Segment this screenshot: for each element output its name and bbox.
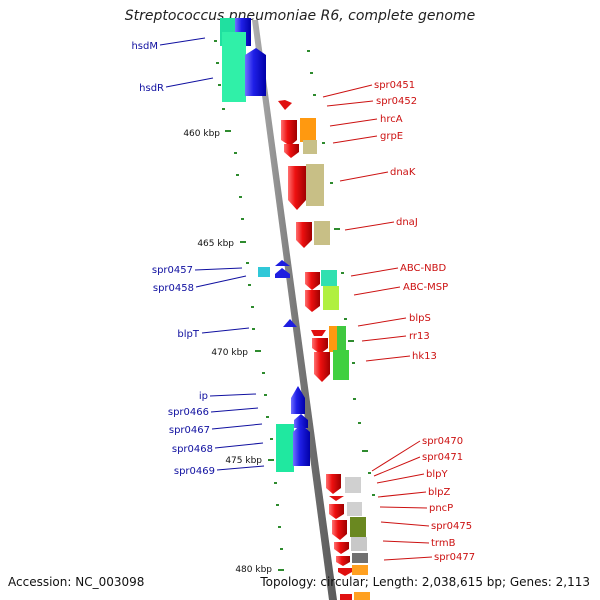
gene-label-trmB[interactable]: trmB [431, 538, 456, 549]
gene-feature[interactable] [329, 326, 337, 352]
right-gene-labels[interactable]: spr0451 spr0452 hrcA grpE dnaK dnaJ ABC-… [374, 80, 475, 563]
gene-label-pncP[interactable]: pncP [429, 503, 453, 514]
gene-feature[interactable] [347, 502, 362, 516]
right-leader-lines [322, 84, 433, 561]
gene-label-spr0467[interactable]: spr0467 [169, 425, 210, 436]
gene-label-spr0468[interactable]: spr0468 [172, 444, 213, 455]
gene-arrow-ABC-MSP[interactable] [305, 290, 320, 312]
gene-arrow-hsdR[interactable] [245, 48, 266, 96]
gene-feature[interactable] [321, 270, 337, 286]
gene-label-spr0475[interactable]: spr0475 [431, 521, 472, 532]
gene-arrow-hrcA[interactable] [281, 120, 297, 146]
gene-label-spr0451[interactable]: spr0451 [374, 80, 415, 91]
gene-arrow[interactable] [275, 260, 290, 266]
gene-feature[interactable] [350, 517, 366, 537]
gene-arrow[interactable] [294, 414, 308, 428]
kbp-label: 460 kbp [183, 129, 220, 139]
gene-feature[interactable] [323, 286, 339, 310]
left-gene-labels[interactable]: hsdM hsdR spr0457 spr0458 blpT ip spr046… [131, 41, 215, 477]
gene-label-blpZ[interactable]: blpZ [428, 487, 450, 498]
gene-label-dnaK[interactable]: dnaK [390, 167, 416, 178]
gene-feature[interactable] [276, 424, 294, 472]
gene-label-hrcA[interactable]: hrcA [380, 114, 403, 125]
gene-label-spr0471[interactable]: spr0471 [422, 452, 463, 463]
genome-backbone [252, 20, 337, 600]
gene-label-spr0466[interactable]: spr0466 [168, 407, 209, 418]
kbp-label: 465 kbp [197, 239, 234, 249]
gene-arrow-trmB[interactable] [334, 542, 349, 554]
tick-marks [214, 40, 375, 571]
gene-feature[interactable] [337, 326, 346, 352]
gene-feature[interactable] [300, 118, 316, 142]
gene-arrow-blpT[interactable] [283, 319, 297, 327]
kbp-label: 480 kbp [235, 565, 272, 575]
gene-label-spr0469[interactable]: spr0469 [174, 466, 215, 477]
gene-arrow-spr0477[interactable] [336, 556, 350, 566]
gene-arrow[interactable] [293, 424, 310, 466]
gene-label-hsdR[interactable]: hsdR [139, 83, 164, 94]
gene-arrow[interactable] [338, 568, 352, 576]
gene-feature[interactable] [351, 537, 367, 551]
gene-label-rr13[interactable]: rr13 [409, 331, 430, 342]
gene-arrow-spr0470[interactable] [326, 474, 341, 494]
gene-label-blpY[interactable]: blpY [426, 469, 448, 480]
gene-feature[interactable] [352, 553, 368, 563]
gene-arrow-spr0475[interactable] [332, 520, 347, 540]
gene-label-spr0470[interactable]: spr0470 [422, 436, 463, 447]
gene-arrow[interactable] [275, 268, 290, 278]
gene-label-spr0457[interactable]: spr0457 [152, 265, 193, 276]
gene-arrow-dnaK[interactable] [288, 166, 306, 210]
gene-arrow-pncP[interactable] [329, 504, 344, 519]
gene-feature[interactable] [354, 592, 370, 600]
gene-feature[interactable] [352, 565, 368, 575]
gene-label-spr0458[interactable]: spr0458 [153, 283, 194, 294]
gene-label-dnaJ[interactable]: dnaJ [396, 217, 418, 228]
map-title: Streptococcus pneumoniae R6, complete ge… [124, 8, 476, 24]
gene-label-blpT[interactable]: blpT [177, 329, 199, 340]
gene-feature[interactable] [333, 350, 349, 380]
plus-strand-features[interactable] [220, 18, 310, 472]
kbp-label: 470 kbp [211, 348, 248, 358]
gene-arrow-ABC-NBD[interactable] [305, 272, 320, 290]
gene-arrow-grpE[interactable] [284, 144, 299, 158]
gene-label-ip[interactable]: ip [199, 391, 208, 402]
kbp-label: 475 kbp [225, 456, 262, 466]
left-leader-lines [159, 37, 265, 471]
gene-label-spr0477[interactable]: spr0477 [434, 552, 475, 563]
gene-label-blpS[interactable]: blpS [409, 313, 431, 324]
gene-arrow-dnaJ[interactable] [296, 222, 312, 248]
gene-label-ABC-NBD[interactable]: ABC-NBD [400, 263, 446, 274]
kbp-scale: 460 kbp 465 kbp 470 kbp 475 kbp 480 kbp [183, 129, 272, 575]
gene-label-grpE[interactable]: grpE [380, 131, 403, 142]
gene-arrow-ip[interactable] [291, 386, 305, 414]
gene-feature[interactable] [306, 164, 324, 206]
gene-feature[interactable] [340, 594, 352, 600]
gene-arrow-rr13[interactable] [312, 338, 328, 354]
gene-feature[interactable] [222, 32, 246, 102]
gene-feature[interactable] [345, 477, 361, 493]
gene-arrow-spr0451[interactable] [278, 100, 292, 110]
gene-feature[interactable] [314, 221, 330, 245]
gene-feature[interactable] [258, 267, 270, 277]
gene-label-hk13[interactable]: hk13 [412, 351, 437, 362]
gene-label-ABC-MSP[interactable]: ABC-MSP [403, 282, 448, 293]
gene-arrow-blpS[interactable] [311, 330, 326, 336]
gene-arrow-hk13[interactable] [314, 352, 330, 382]
minus-strand-features[interactable] [278, 100, 370, 600]
gene-label-hsdM[interactable]: hsdM [131, 41, 158, 52]
gene-feature[interactable] [303, 140, 317, 154]
topology-label: Topology: circular; Length: 2,038,615 bp… [260, 575, 590, 589]
accession-label: Accession: NC_003098 [8, 575, 145, 589]
gene-arrow-blpZ[interactable] [329, 496, 344, 501]
gene-label-spr0452[interactable]: spr0452 [376, 96, 417, 107]
